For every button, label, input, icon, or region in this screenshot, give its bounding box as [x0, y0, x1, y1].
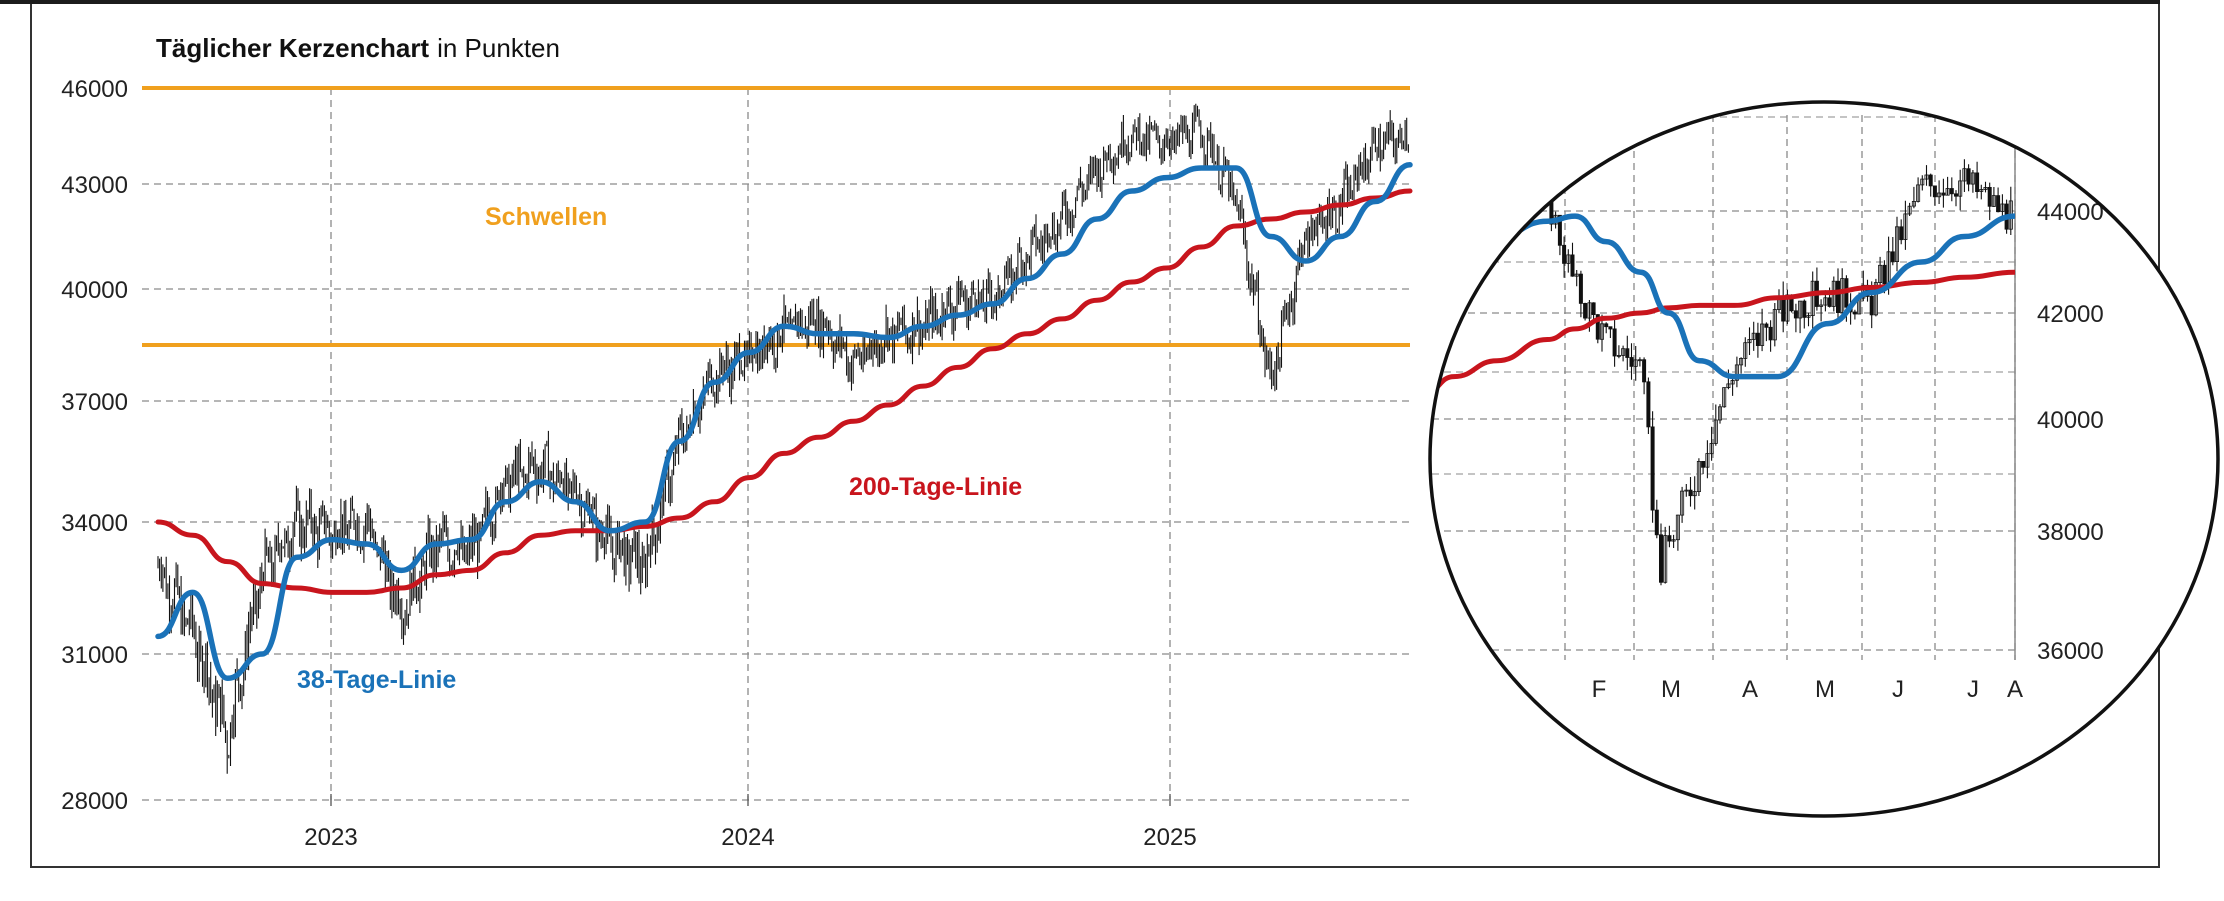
inset-circle-border — [1428, 100, 2220, 818]
inset-y-tick-label: 40000 — [2037, 407, 2104, 434]
inset-candle-body — [1536, 192, 1541, 197]
inset-candle-body — [1423, 288, 1426, 290]
inset-x-tick-label: A — [2007, 676, 2023, 703]
top-color-bar — [0, 0, 2160, 4]
main-lines — [155, 162, 1413, 682]
inset-candle-body — [1503, 187, 1508, 193]
inset-x-tick-label: M — [1815, 676, 1835, 703]
annotation-ma38: 38-Tage-Linie — [297, 666, 456, 694]
main-chart: 28000 31000 34000 37000 40000 43000 46000 2023 2… — [61, 33, 1413, 851]
inset-candle-body — [1511, 173, 1516, 188]
inset-candle-body — [1477, 189, 1482, 205]
inset-candle-body — [1435, 247, 1440, 264]
chart-title: Täglicher Kerzenchart in Punkten — [156, 33, 560, 63]
inset-candle-body — [1448, 233, 1453, 250]
inset-candle-body — [1532, 195, 1537, 207]
inset-x-tick-label: J — [1892, 676, 1904, 703]
y-tick-label: 40000 — [61, 277, 128, 304]
candlestick-series — [157, 103, 1409, 774]
x-tick-label: 2025 — [1143, 824, 1196, 851]
inset-candle-body — [1430, 283, 1432, 290]
inset-candle-body — [1486, 173, 1491, 205]
chart-title-rest: in Punkten — [437, 33, 560, 63]
inset-candle-body — [1431, 262, 1436, 284]
inset-candle-body — [1460, 206, 1465, 247]
inset-candle-body — [1507, 186, 1512, 189]
y-tick-label: 37000 — [61, 389, 128, 416]
y-tick-label: 31000 — [61, 642, 128, 669]
inset-candle-body — [1545, 179, 1550, 182]
inset-candle-body — [1519, 169, 1524, 197]
ma38-line — [155, 162, 1413, 682]
inset-ma200-line — [1430, 269, 2016, 395]
inset-candle-body — [1482, 203, 1487, 206]
inset-x-tick-label: J — [1967, 676, 1979, 703]
inset-candle-body — [1456, 237, 1461, 247]
inset-candle-body — [1494, 169, 1499, 180]
main-labels: 28000 31000 34000 37000 40000 43000 46000 2023 2… — [61, 76, 1196, 851]
inset-lines — [1420, 213, 2016, 404]
main-candles — [157, 103, 1409, 774]
ma200-line — [155, 188, 1413, 595]
inset-candle-body — [1515, 169, 1520, 175]
inset-y-tick-label: 36000 — [2037, 638, 2104, 665]
y-tick-label: 28000 — [61, 788, 128, 815]
inset-candle-body — [1528, 200, 1533, 207]
y-tick-label: 46000 — [61, 76, 128, 103]
annotation-ma200: 200-Tage-Linie — [849, 473, 1022, 501]
inset-ma38-line — [1430, 213, 2016, 380]
main-grid — [142, 86, 1410, 806]
x-tick-label: 2024 — [721, 824, 774, 851]
annotation-thresholds: Schwellen — [485, 203, 607, 231]
inset-candle-body — [1498, 178, 1503, 193]
inset-candle-body — [1524, 195, 1529, 202]
inset-candle-body — [1469, 210, 1474, 213]
inset-x-tick-label: M — [1661, 676, 1681, 703]
inset-grid — [1430, 115, 2016, 660]
inset-candle-body — [1444, 248, 1449, 261]
x-tick-label: 2023 — [304, 824, 357, 851]
inset-labels: 36000 38000 40000 42000 44000 F M A M J J A — [1592, 199, 2104, 703]
inset-y-tick-label: 44000 — [2037, 199, 2104, 226]
inset-y-tick-label: 38000 — [2037, 519, 2104, 546]
y-tick-label: 34000 — [61, 510, 128, 537]
y-tick-label: 43000 — [61, 172, 128, 199]
inset-candle-body — [1439, 247, 1444, 261]
inset-ma200-extension — [1420, 393, 1425, 404]
chart-title-bold: Täglicher Kerzenchart — [156, 33, 429, 63]
inset-candle-body — [1465, 206, 1470, 213]
inset-candle-body — [1541, 180, 1546, 194]
inset-candle-body — [1473, 189, 1478, 212]
inset-candle-body — [1490, 169, 1495, 174]
inset-y-tick-label: 42000 — [2037, 301, 2104, 328]
inset-x-tick-label: A — [1742, 676, 1758, 703]
inset-zoom-chart: 36000 38000 40000 42000 44000 F M A M J J A — [1420, 100, 2220, 818]
inset-candle-body — [1452, 233, 1457, 239]
inset-x-tick-label: F — [1592, 676, 1607, 703]
